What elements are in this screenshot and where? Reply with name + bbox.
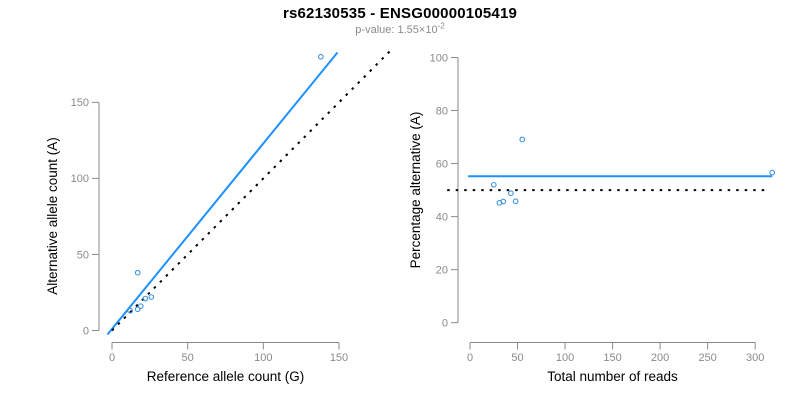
x-tick-label: 50: [511, 352, 523, 364]
y-tick-label: 0: [83, 325, 89, 337]
y-tick-label: 80: [436, 105, 448, 117]
data-point: [148, 294, 155, 300]
y-tick-label: 60: [436, 158, 448, 170]
data-point: [490, 181, 497, 188]
x-tick-label: 0: [109, 352, 115, 364]
data-point: [317, 53, 324, 60]
x-tick-label: 250: [698, 352, 716, 364]
x-tick-label: 100: [556, 352, 574, 364]
data-point: [127, 307, 134, 314]
y-tick-label: 150: [71, 97, 89, 109]
percentage-vs-reads-panel: 0 20 40 60 80 100 0 50 100 150 200 250 300 Total numb…: [408, 52, 776, 384]
data-point: [134, 306, 141, 313]
y-axis-title: Percentage alternative (A): [408, 112, 423, 269]
identity-line: [111, 49, 392, 332]
x-axis-title: Reference allele count (G): [147, 369, 305, 384]
y-tick-label: 20: [436, 264, 448, 276]
y-tick-label: 0: [442, 318, 448, 330]
y-tick-label: 100: [71, 173, 89, 185]
data-point: [512, 198, 519, 205]
x-axis-title: Total number of reads: [547, 369, 678, 384]
allele-counts-panel: 0 50 100 150 0 50 100 150 Reference allele count…: [45, 49, 392, 384]
fit-line: [106, 51, 339, 336]
x-tick-label: 300: [746, 352, 764, 364]
plot-title: rs62130535 - ENSG00000105419: [282, 5, 518, 22]
x-tick-label: 200: [651, 352, 669, 364]
y-axis-title: Alternative allele count (A): [45, 137, 60, 295]
data-point: [142, 295, 149, 302]
data-point: [134, 269, 141, 276]
y-tick-label: 100: [430, 52, 448, 64]
plot-subtitle: p-value: 1.55×10-2: [0, 21, 800, 36]
x-tick-label: 150: [603, 352, 621, 364]
x-tick-label: 100: [254, 352, 272, 364]
y-tick-label: 40: [436, 211, 448, 223]
p-value-exponent: -2: [437, 21, 445, 31]
data-point: [769, 169, 776, 176]
x-tick-label: 150: [330, 352, 348, 364]
p-value-text: p-value: 1.55×10: [355, 24, 438, 36]
y-tick-label: 50: [77, 249, 89, 261]
data-point: [500, 198, 507, 205]
data-point: [519, 136, 526, 143]
data-point: [137, 303, 144, 310]
data-point: [508, 190, 514, 197]
x-tick-label: 0: [467, 352, 473, 364]
x-tick-label: 50: [182, 352, 194, 364]
